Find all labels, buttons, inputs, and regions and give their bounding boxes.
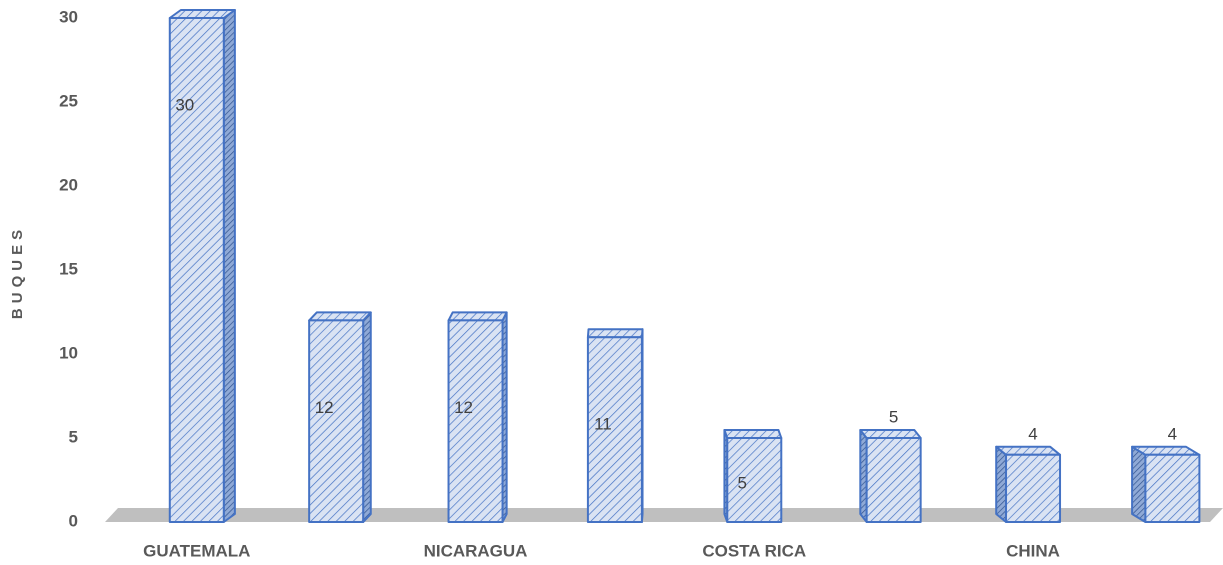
y-tick-label: 20 [59, 175, 78, 194]
data-label: 12 [315, 398, 334, 417]
data-label: 30 [175, 95, 194, 114]
bar [859, 429, 922, 523]
y-tick-label: 5 [69, 427, 78, 446]
bar [1131, 445, 1201, 523]
x-tick-label: GUATEMALA [143, 541, 250, 560]
data-label: 11 [594, 415, 612, 434]
y-tick-label: 0 [69, 511, 78, 530]
bar [308, 311, 372, 523]
bar [447, 311, 508, 523]
data-label: 5 [738, 474, 747, 493]
bar [586, 328, 644, 523]
y-tick-label: 10 [59, 343, 78, 362]
x-tick-label: COSTA RICA [702, 541, 806, 560]
y-tick-label: 25 [59, 91, 78, 110]
bar [995, 445, 1062, 523]
floor [105, 508, 1223, 522]
bar [723, 429, 783, 523]
data-label: 5 [889, 407, 898, 426]
x-tick-label: CHINA [1006, 541, 1060, 560]
y-tick-label: 30 [59, 7, 78, 26]
bar [168, 9, 236, 523]
y-tick-label: 15 [59, 259, 78, 278]
data-label: 12 [454, 398, 473, 417]
y-axis-title: BUQUES [9, 225, 26, 319]
data-label: 4 [1168, 424, 1177, 443]
x-tick-label: NICARAGUA [424, 541, 528, 560]
data-label: 4 [1028, 424, 1037, 443]
